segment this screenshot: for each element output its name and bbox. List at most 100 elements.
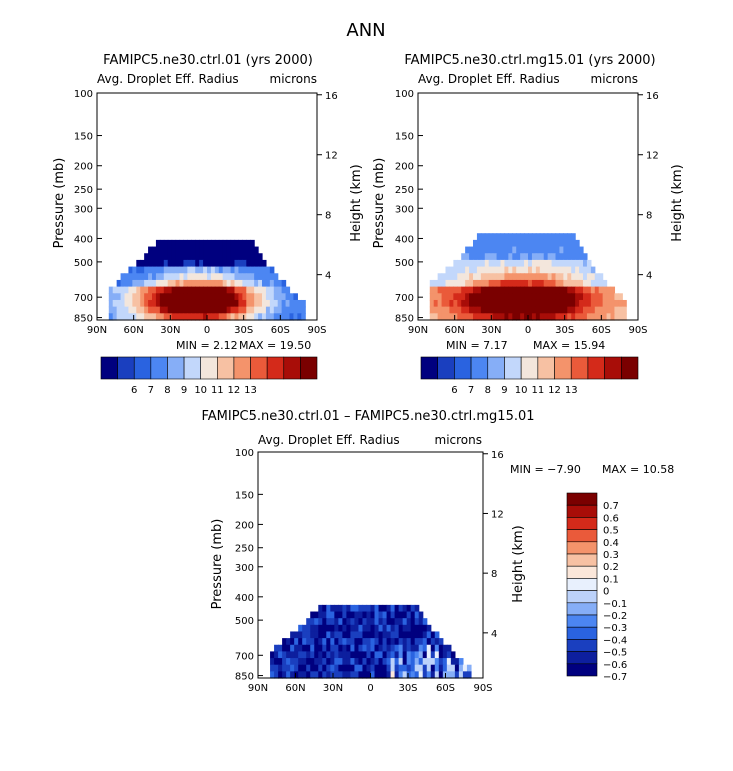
contour-cell [370, 611, 376, 619]
contour-cell [214, 246, 220, 254]
contour-cell [437, 299, 443, 308]
contour-cell [250, 299, 255, 308]
contour-cell [354, 604, 360, 613]
contour-cell [594, 273, 600, 281]
contour-cell [504, 266, 509, 274]
y2-tick-label: 8 [646, 211, 652, 222]
contour-cell [322, 638, 327, 646]
contour-cell [112, 306, 118, 314]
contour-cell [183, 313, 188, 321]
contour-cell [575, 246, 580, 254]
y-tick-label: 700 [74, 293, 93, 304]
contour-cell [398, 651, 404, 659]
contour-cell [358, 638, 364, 646]
contour-cell [167, 293, 173, 301]
contour-cell [297, 313, 302, 321]
colorbar-swatch [587, 356, 605, 380]
contour-cell [496, 233, 502, 241]
contour-cell [406, 604, 412, 613]
contour-cell [318, 611, 323, 619]
y-tick-label: 250 [395, 185, 414, 196]
contour-cell [492, 293, 498, 301]
contour-cell [430, 671, 436, 679]
x-tick-label: 30N [323, 683, 343, 694]
y-tick-label: 500 [395, 258, 414, 269]
contour-cell [524, 253, 529, 261]
colorbar-label: −0.7 [603, 672, 627, 683]
contour-cell [306, 638, 311, 646]
contour-cell [382, 658, 388, 666]
contour-cell [492, 299, 498, 308]
contour-cell [140, 286, 145, 294]
contour-cell [406, 658, 412, 666]
contour-cell [144, 299, 149, 308]
contour-cell [508, 313, 513, 321]
contour-cell [171, 306, 177, 314]
contour-cell [504, 253, 509, 261]
contour-cell [520, 259, 525, 268]
contour-cell [543, 273, 549, 281]
contour-cell [346, 611, 352, 619]
contour-cell [520, 253, 525, 261]
contour-cell [254, 286, 259, 294]
contour-cell [520, 239, 525, 248]
contour-cell [528, 239, 533, 248]
contour-cell [183, 246, 188, 254]
contour-cell [163, 306, 169, 314]
contour-cell [330, 664, 335, 672]
contour-cell [398, 658, 404, 666]
contour-cell [496, 313, 502, 321]
contour-cell [496, 286, 502, 294]
contour-cell [326, 604, 331, 613]
colorbar-swatch [233, 356, 251, 380]
contour-cell [543, 233, 549, 241]
contour-cell [563, 266, 568, 274]
contour-cell [543, 293, 549, 301]
contour-cell [148, 246, 153, 254]
contour-cell [230, 259, 236, 268]
contour-cell [614, 299, 619, 308]
contour-cell [285, 293, 291, 301]
contour-cell [496, 259, 502, 268]
contour-cell [155, 306, 161, 314]
panel-3-ylabel: Pressure (mb) [210, 519, 225, 610]
contour-cell [390, 658, 396, 666]
contour-cell [334, 638, 339, 646]
contour-cell [191, 239, 196, 248]
contour-cell [222, 239, 228, 248]
contour-cell [362, 604, 368, 613]
contour-cell [155, 246, 161, 254]
contour-cell [250, 313, 255, 321]
contour-cell [508, 246, 513, 254]
contour-cell [555, 246, 561, 254]
contour-cell [354, 658, 360, 666]
contour-cell [551, 239, 557, 248]
contour-cell [414, 664, 420, 672]
contour-cell [294, 638, 299, 646]
contour-cell [571, 246, 576, 254]
contour-cell [575, 266, 580, 274]
contour-cell [418, 631, 424, 639]
contour-cell [230, 273, 236, 281]
contour-cell [302, 651, 307, 659]
contour-cell [500, 273, 506, 281]
contour-cell [152, 306, 157, 314]
contour-cell [586, 259, 592, 268]
contour-cell [606, 293, 612, 301]
contour-cell [144, 293, 149, 301]
contour-cell [594, 286, 600, 294]
contour-cell [469, 266, 474, 274]
contour-cell [338, 631, 343, 639]
contour-cell [362, 671, 368, 679]
contour-cell [446, 671, 452, 679]
contour-cell [469, 306, 474, 314]
contour-cell [406, 638, 412, 646]
contour-cell [466, 671, 472, 679]
contour-cell [374, 618, 380, 626]
colorbar-swatch [621, 356, 639, 380]
contour-cell [386, 671, 392, 679]
contour-cell [602, 286, 608, 294]
panel-1-subtitle: Avg. Droplet Eff. Radius [97, 72, 239, 86]
contour-cell [394, 671, 400, 679]
contour-cell [246, 253, 251, 261]
